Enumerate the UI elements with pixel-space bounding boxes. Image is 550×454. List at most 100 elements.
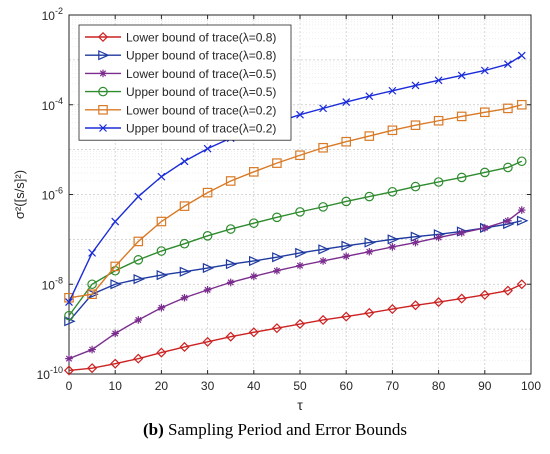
- data-point: [318, 244, 330, 255]
- legend-marker: [99, 69, 107, 78]
- data-point: [250, 272, 258, 281]
- data-point: [63, 365, 75, 376]
- data-point: [64, 310, 74, 321]
- data-point: [480, 66, 489, 75]
- y-tick-label: 10-4: [42, 96, 63, 113]
- data-point: [202, 336, 213, 347]
- legend: Lower bound of trace(λ=0.8) Upper bound o…: [78, 24, 292, 141]
- x-tick-label: 10: [109, 379, 123, 393]
- data-point: [134, 192, 143, 201]
- data-point: [504, 216, 512, 225]
- data-point: [179, 238, 190, 249]
- series-1: [63, 279, 527, 376]
- data-point: [180, 157, 189, 166]
- x-tick-label: 80: [432, 379, 446, 393]
- data-point: [503, 60, 512, 69]
- data-point: [364, 237, 376, 248]
- data-point: [133, 274, 145, 285]
- legend-label: Upper bound of trace(λ=0.2): [126, 122, 276, 136]
- data-point: [133, 353, 144, 364]
- x-tick-label: 50: [293, 379, 307, 393]
- data-point: [364, 191, 375, 202]
- data-point: [202, 187, 213, 198]
- data-point: [87, 279, 97, 290]
- x-tick-label: 40: [247, 379, 261, 393]
- data-point: [434, 233, 443, 242]
- data-point: [225, 331, 236, 342]
- data-point: [342, 252, 350, 261]
- data-point: [456, 293, 467, 304]
- y-tick-label: 10-10: [37, 365, 63, 382]
- data-point: [294, 318, 306, 330]
- data-point: [365, 92, 374, 101]
- data-point: [434, 76, 443, 85]
- data-point: [319, 104, 328, 113]
- legend-marker: [99, 124, 107, 132]
- data-point: [410, 181, 421, 192]
- data-point: [295, 207, 305, 217]
- data-point: [156, 269, 169, 281]
- data-point: [516, 156, 527, 167]
- data-point: [387, 186, 398, 197]
- data-point: [110, 261, 120, 272]
- x-tick-label: 30: [201, 379, 215, 393]
- data-point: [156, 347, 167, 358]
- data-point: [88, 345, 96, 354]
- data-point: [157, 172, 166, 181]
- data-point: [157, 303, 166, 312]
- data-point: [133, 255, 144, 265]
- y-tick-label: 10-2: [42, 6, 63, 23]
- data-point: [295, 247, 307, 259]
- data-point: [272, 212, 282, 223]
- data-point: [388, 243, 397, 251]
- data-point: [388, 86, 397, 95]
- y-tick-label: 10-8: [42, 275, 63, 292]
- data-point: [433, 297, 444, 308]
- legend-label: Lower bound of trace(λ=0.2): [126, 103, 276, 117]
- data-point: [64, 316, 76, 327]
- y-tick-label: 10-6: [42, 186, 63, 203]
- x-axis-label: τ: [297, 397, 303, 413]
- data-point: [202, 231, 213, 241]
- data-point: [387, 125, 398, 136]
- x-tick-label: 60: [340, 379, 354, 393]
- data-point: [273, 266, 281, 275]
- series-3: [65, 206, 526, 363]
- data-point: [319, 257, 327, 265]
- caption-label: (b): [143, 420, 164, 439]
- data-point: [225, 259, 238, 270]
- data-point: [480, 107, 490, 118]
- grid: [68, 14, 532, 375]
- data-point: [479, 167, 490, 178]
- figure-caption: (b) Sampling Period and Error Bounds: [0, 420, 550, 440]
- data-point: [249, 167, 259, 177]
- data-point: [87, 289, 97, 300]
- data-point: [225, 224, 236, 234]
- data-point: [481, 224, 489, 232]
- data-point: [517, 51, 526, 60]
- legend-marker: [98, 86, 108, 97]
- data-point: [503, 162, 513, 173]
- legend-box: [78, 24, 292, 141]
- data-point: [341, 136, 351, 147]
- series-line: [68, 283, 523, 372]
- caption-text: Sampling Period and Error Bounds: [168, 420, 407, 439]
- data-point: [516, 215, 529, 226]
- data-point: [134, 316, 143, 324]
- data-point: [156, 216, 167, 227]
- data-point: [133, 236, 144, 247]
- data-point: [456, 111, 467, 122]
- data-point: [111, 217, 120, 226]
- data-point: [517, 206, 526, 214]
- series-6: [65, 51, 526, 307]
- y-axis-label: σ²([s/s]²): [12, 170, 27, 219]
- x-tick-label: 90: [478, 379, 492, 393]
- legend-label: Upper bound of trace(λ=0.8): [126, 49, 276, 63]
- data-point: [271, 323, 282, 334]
- data-point: [479, 289, 490, 300]
- data-point: [433, 177, 444, 187]
- data-point: [516, 99, 527, 110]
- data-point: [516, 279, 527, 290]
- data-point: [272, 252, 284, 263]
- data-point: [226, 278, 235, 287]
